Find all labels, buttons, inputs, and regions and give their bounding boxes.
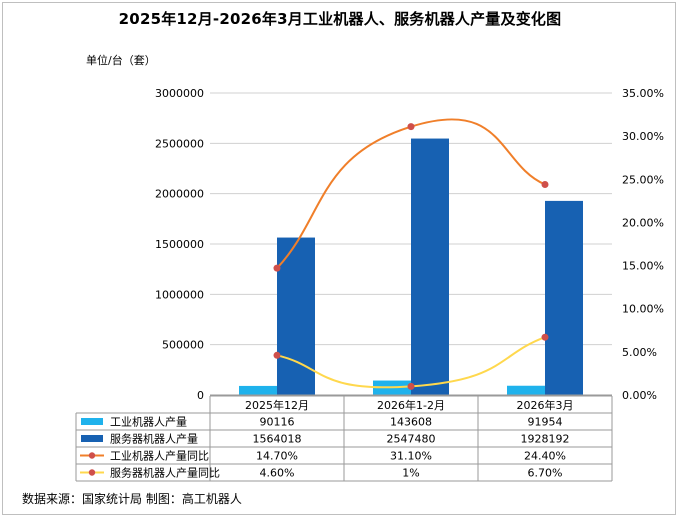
table-cell: 31.10% <box>390 450 432 463</box>
table-cell: 90116 <box>260 416 295 429</box>
line-point <box>541 180 549 188</box>
y-left-tick-label: 500000 <box>162 339 204 352</box>
axes: 0 500000 1000000 1500000 2000000 2500000 30000… <box>155 87 664 402</box>
legend-label: 服务器机器人产量 <box>110 432 198 446</box>
legend-swatch <box>81 418 103 425</box>
bar-service <box>411 138 449 395</box>
bar-industrial <box>239 385 277 395</box>
table-cell: 6.70% <box>528 467 563 480</box>
y-left-tick-label: 2500000 <box>155 137 204 150</box>
y-left-tick-label: 3000000 <box>155 87 204 100</box>
line-point <box>273 264 281 272</box>
table-cell: 1928192 <box>521 433 570 446</box>
unit-label: 单位/台（套） <box>86 54 156 67</box>
line-point <box>541 333 549 341</box>
legend-label: 服务器机器人产量同比 <box>110 466 220 480</box>
table-cell: 2547480 <box>387 433 436 446</box>
table-cell: 91954 <box>528 416 563 429</box>
y-right-tick-label: 0.00% <box>622 389 657 402</box>
table-cell: 1% <box>402 467 419 480</box>
y-right-tick-label: 35.00% <box>622 87 664 100</box>
bar-industrial <box>507 385 545 395</box>
y-right-tick-label: 30.00% <box>622 130 664 143</box>
table-cell: 1564018 <box>253 433 302 446</box>
line-point <box>273 351 281 359</box>
chart-frame <box>2 2 676 515</box>
y-left-tick-label: 1000000 <box>155 288 204 301</box>
legend-swatch <box>81 435 103 442</box>
x-category-label: 2026年3月 <box>517 398 574 412</box>
y-left-tick-label: 1500000 <box>155 238 204 251</box>
lines <box>273 118 549 390</box>
line-point <box>407 382 415 390</box>
table-cell: 143608 <box>390 416 432 429</box>
x-category-label: 2025年12月 <box>245 398 309 412</box>
legend-marker <box>88 452 96 459</box>
source-note: 数据来源：国家统计局 制图：高工机器人 <box>22 492 242 506</box>
y-right-tick-label: 20.00% <box>622 216 664 229</box>
legend-marker <box>88 469 96 476</box>
y-right-tick-label: 10.00% <box>622 303 664 316</box>
x-category-label: 2026年1-2月 <box>377 398 445 412</box>
y-right-tick-label: 15.00% <box>622 260 664 273</box>
legend-label: 工业机器人产量 <box>110 415 187 429</box>
y-right-tick-label: 25.00% <box>622 173 664 186</box>
chart-title: 2025年12月-2026年3月工业机器人、服务机器人产量及变化图 <box>118 10 562 28</box>
bar-service <box>545 200 583 395</box>
y-left-tick-label: 0 <box>197 389 204 402</box>
legend-label: 工业机器人产量同比 <box>110 449 209 463</box>
y-right-tick-label: 5.00% <box>622 346 657 359</box>
table-cell: 24.40% <box>524 450 566 463</box>
line-point <box>407 123 415 131</box>
y-left-tick-label: 2000000 <box>155 188 204 201</box>
table-cell: 14.70% <box>256 450 298 463</box>
table-cell: 4.60% <box>260 467 295 480</box>
